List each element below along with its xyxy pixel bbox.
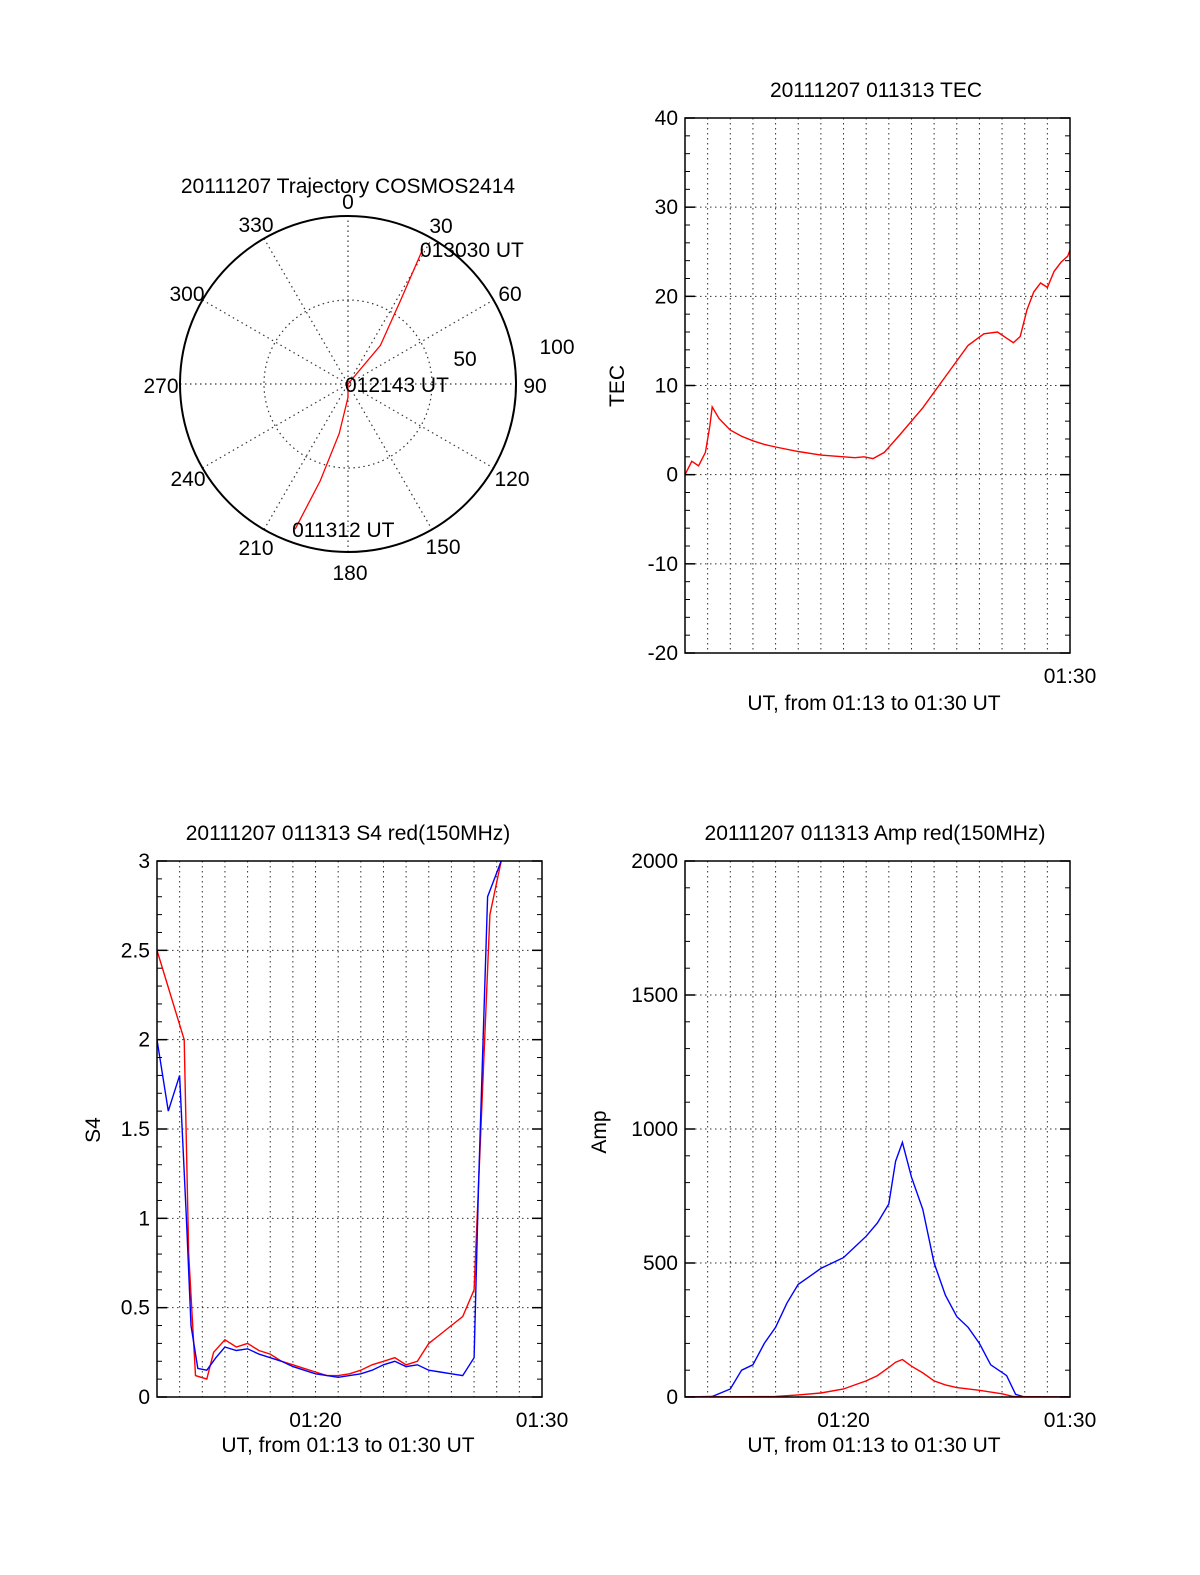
tec-ytick-label: 20 — [655, 285, 678, 308]
tec-ytick-label: 40 — [655, 107, 678, 130]
s4-series-line-1 — [157, 861, 502, 1379]
az-label-210: 210 — [238, 537, 273, 560]
amp-series-line-0 — [685, 1140, 1070, 1397]
amp-grid — [685, 861, 1070, 1397]
s4-xtick-label: 01:30 — [516, 1409, 569, 1432]
az-label-300: 300 — [169, 283, 204, 306]
tec-ytick-label: 0 — [666, 464, 678, 487]
trajectory-line-0 — [294, 248, 424, 530]
amp-ytick-label: 500 — [643, 1252, 678, 1275]
tec-panel: 20111207 011313 TEC -20 -10 0 10 20 30 40 01:3… — [606, 79, 1096, 715]
radial-label-50: 50 — [453, 348, 476, 371]
s4-grid — [157, 861, 542, 1397]
amp-ytick-label: 2000 — [631, 850, 678, 873]
s4-ytick-label: 2 — [138, 1029, 150, 1052]
amp-title: 20111207 011313 Amp red(150MHz) — [705, 822, 1046, 845]
s4-series-line-0 — [157, 861, 502, 1380]
s4-ytick-label: 0 — [138, 1386, 150, 1409]
amp-xtick-label: 01:30 — [1044, 1409, 1097, 1432]
az-label-270: 270 — [143, 375, 178, 398]
tec-ylabel: TEC — [606, 365, 629, 407]
s4-ytick-label: 0.5 — [121, 1297, 150, 1320]
s4-ytick-label: 1 — [138, 1207, 150, 1230]
amp-xtick-label: 01:20 — [817, 1409, 870, 1432]
tec-xtick-label: 01:30 — [1044, 665, 1097, 688]
az-label-150: 150 — [425, 536, 460, 559]
s4-panel: 20111207 011313 S4 red(150MHz) 0 0.5 1 1.5 2… — [82, 822, 568, 1457]
trajectory-time-label: 013030 UT — [420, 239, 524, 262]
polar-grid-spoke — [263, 238, 433, 530]
tec-title: 20111207 011313 TEC — [770, 79, 982, 102]
tec-xticks: 01:30 — [1044, 665, 1097, 688]
polar-grid-spoke — [202, 299, 494, 469]
amp-series-line-1 — [685, 1358, 1070, 1397]
az-label-240: 240 — [170, 468, 205, 491]
tec-ytick-label: -10 — [648, 553, 678, 576]
s4-ytick-label: 3 — [138, 850, 150, 873]
az-label-0: 0 — [342, 191, 354, 214]
trajectory-panel: 20111207 Trajectory COSMOS2414 0 30 60 9… — [143, 175, 574, 585]
tec-xlabel: UT, from 01:13 to 01:30 UT — [747, 692, 1000, 715]
amp-series — [685, 1140, 1070, 1397]
az-label-90: 90 — [523, 375, 546, 398]
s4-yticks: 0 0.5 1 1.5 2 2.5 3 — [121, 850, 542, 1409]
amp-xlabel: UT, from 01:13 to 01:30 UT — [747, 1434, 1000, 1457]
polar-grid-circle-50 — [263, 299, 433, 469]
tec-frame — [684, 117, 1071, 654]
amp-yticks: 0 500 1000 1500 2000 — [631, 850, 1070, 1409]
polar-labels: 0 30 60 90 120 150 180 210 240 270 300 3… — [143, 191, 574, 585]
polar-grid-spoke — [263, 238, 433, 530]
az-label-120: 120 — [494, 468, 529, 491]
amp-ylabel: Amp — [588, 1110, 611, 1153]
polar-grid-spoke — [202, 299, 494, 469]
tec-series-line-0 — [685, 249, 1070, 476]
tec-grid — [685, 118, 1070, 653]
tec-series — [685, 249, 1070, 476]
tec-yticks: -20 -10 0 10 20 30 40 — [648, 107, 1070, 665]
amp-ytick-label: 1500 — [631, 984, 678, 1007]
amp-frame — [684, 860, 1071, 1398]
s4-ylabel: S4 — [82, 1117, 105, 1143]
trajectory-title: 20111207 Trajectory COSMOS2414 — [181, 175, 516, 198]
amp-ytick-label: 1000 — [631, 1118, 678, 1141]
s4-ytick-label: 2.5 — [121, 939, 150, 962]
s4-frame — [156, 860, 543, 1398]
az-label-180: 180 — [332, 562, 367, 585]
az-label-60: 60 — [498, 283, 521, 306]
s4-title: 20111207 011313 S4 red(150MHz) — [186, 822, 511, 845]
s4-series — [157, 861, 502, 1380]
trajectory-time-label: 011312 UT — [292, 519, 395, 542]
polar-series: 011312 UT 012143 UT 013030 UT — [292, 239, 524, 542]
amp-ytick-label: 0 — [666, 1386, 678, 1409]
az-label-330: 330 — [238, 214, 273, 237]
trajectory-time-label: 012143 UT — [345, 374, 449, 397]
polar-grid — [180, 216, 516, 552]
s4-xticks: 01:20 01:30 — [289, 1409, 568, 1432]
tec-ytick-label: 30 — [655, 196, 678, 219]
amp-xticks: 01:20 01:30 — [817, 1409, 1096, 1432]
radial-label-100: 100 — [539, 336, 574, 359]
s4-xlabel: UT, from 01:13 to 01:30 UT — [221, 1434, 474, 1457]
s4-ytick-label: 1.5 — [121, 1118, 150, 1141]
tec-ytick-label: 10 — [655, 375, 678, 398]
az-label-30: 30 — [429, 215, 452, 238]
s4-xtick-label: 01:20 — [289, 1409, 342, 1432]
amp-panel: 20111207 011313 Amp red(150MHz) 0 500 1000… — [588, 822, 1096, 1457]
tec-ytick-label: -20 — [648, 642, 678, 665]
polar-outer-circle — [179, 215, 517, 553]
